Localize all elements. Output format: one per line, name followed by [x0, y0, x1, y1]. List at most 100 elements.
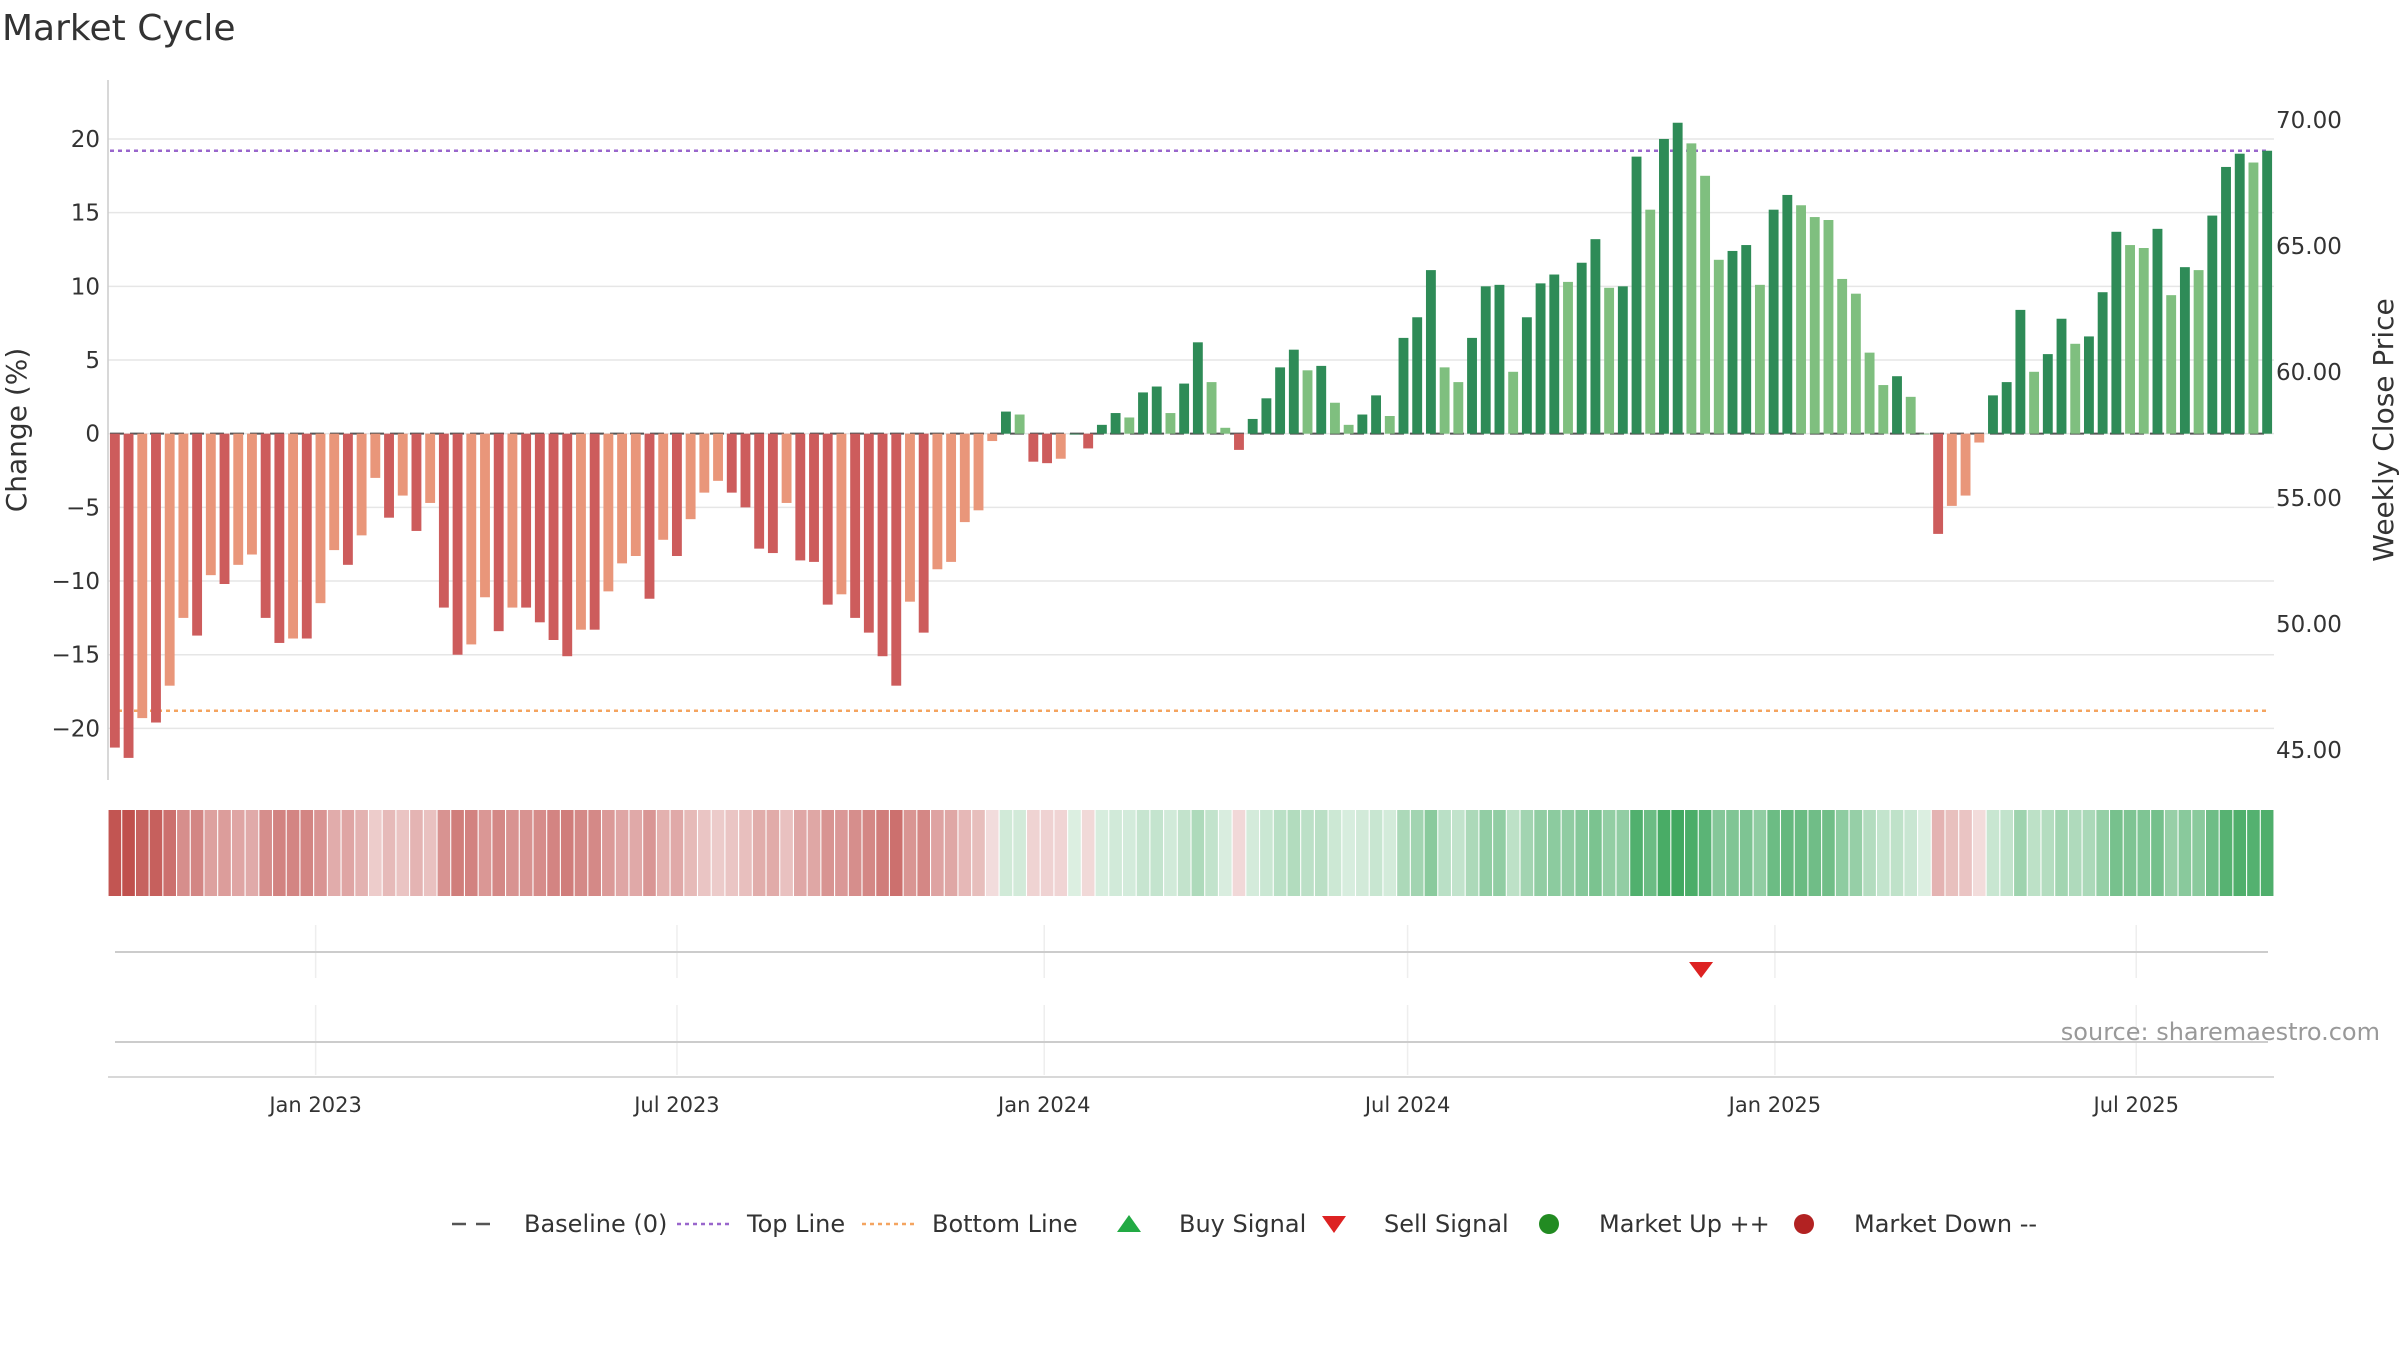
- change-bar: [1275, 367, 1286, 434]
- change-bar: [809, 433, 819, 562]
- change-bar: [247, 433, 257, 555]
- change-bar: [630, 433, 641, 556]
- heat-cell: [1726, 810, 1739, 896]
- heat-cell: [314, 810, 327, 896]
- change-bar: [2248, 162, 2259, 434]
- change-bar: [164, 433, 175, 686]
- change-bar: [1741, 245, 1752, 434]
- legend-label: Baseline (0): [524, 1210, 667, 1238]
- heat-cell: [327, 810, 341, 896]
- heat-cell: [245, 810, 259, 896]
- heat-cell: [122, 810, 135, 896]
- change-bar: [123, 433, 134, 758]
- heat-cell: [876, 810, 889, 896]
- change-bar: [1467, 337, 1477, 434]
- heat-cell: [848, 810, 862, 896]
- change-bar: [1659, 138, 1669, 434]
- change-bar: [699, 433, 710, 493]
- change-bar: [603, 433, 614, 592]
- y-axis-left: −20 −15 −10 −5 0 5 10 15 20: [51, 80, 109, 780]
- change-bar: [959, 433, 970, 523]
- heat-cell: [1794, 810, 1808, 896]
- change-bar: [178, 433, 189, 618]
- heat-cell: [670, 810, 684, 896]
- change-bar: [671, 433, 682, 556]
- change-bar: [342, 433, 353, 565]
- change-bar: [987, 433, 998, 442]
- change-bar: [863, 433, 874, 633]
- change-bar: [1960, 433, 1971, 496]
- heat-cell: [1630, 810, 1643, 896]
- change-bar: [438, 433, 449, 608]
- change-bar: [2262, 150, 2273, 434]
- change-bar: [1796, 205, 1806, 434]
- change-bar: [1357, 414, 1368, 434]
- change-bar: [507, 433, 518, 608]
- change-bar: [137, 433, 148, 719]
- heat-cell: [1547, 810, 1561, 896]
- heat-cell: [464, 810, 478, 896]
- change-bar: [1083, 433, 1094, 449]
- x-tick-label: Jul 2023: [632, 1093, 719, 1117]
- change-bar: [1453, 382, 1464, 434]
- heat-cell: [2110, 810, 2123, 896]
- heat-cell: [1753, 810, 1767, 896]
- heat-cell: [2137, 810, 2151, 896]
- heat-cell: [519, 810, 533, 896]
- change-bar: [1206, 382, 1217, 434]
- change-bar: [1508, 371, 1519, 434]
- change-bar: [521, 433, 532, 608]
- change-bar: [1864, 352, 1875, 434]
- change-bars: [109, 122, 2273, 758]
- heat-cell: [1164, 810, 1177, 896]
- heat-cell: [684, 810, 697, 896]
- heat-cell: [2219, 810, 2233, 896]
- change-bar: [1645, 209, 1656, 434]
- change-bar: [452, 433, 463, 655]
- heat-cell: [547, 810, 560, 896]
- change-bar: [534, 433, 545, 623]
- heat-cell: [369, 810, 382, 896]
- y-tick-label: −15: [51, 643, 100, 669]
- heat-cell: [999, 810, 1013, 896]
- heat-cell: [656, 810, 670, 896]
- change-bar: [1590, 239, 1601, 434]
- change-bar: [905, 433, 915, 602]
- change-bar: [1371, 395, 1382, 434]
- change-bar: [1165, 413, 1176, 434]
- heat-cell: [177, 810, 190, 896]
- heat-cell: [835, 810, 848, 896]
- change-bar: [2166, 295, 2177, 434]
- heat-cell: [917, 810, 930, 896]
- heat-cell: [1616, 810, 1630, 896]
- change-bar: [1110, 413, 1121, 434]
- change-bar: [1905, 396, 1916, 434]
- change-bar: [1069, 433, 1080, 435]
- y-axis-right-title: Weekly Close Price: [2367, 298, 2400, 561]
- y-tick-label: 5: [85, 348, 100, 374]
- heat-cell: [931, 810, 944, 896]
- heat-cell: [1849, 810, 1863, 896]
- heat-cell: [1218, 810, 1232, 896]
- change-bar: [1042, 433, 1052, 464]
- change-bar: [850, 433, 861, 618]
- change-bar: [877, 433, 888, 657]
- x-tick-label: Jan 2024: [996, 1093, 1091, 1117]
- heat-cell: [2206, 810, 2219, 896]
- x-tick-label: Jul 2025: [2092, 1093, 2179, 1117]
- change-bar: [109, 433, 120, 748]
- heat-cell: [2068, 810, 2082, 896]
- heat-cell: [1136, 810, 1150, 896]
- heat-cell: [958, 810, 972, 896]
- heat-cell: [1314, 810, 1328, 896]
- change-bar: [2125, 245, 2135, 434]
- change-bar: [932, 433, 943, 570]
- change-bar: [192, 433, 203, 636]
- heat-cell: [1150, 810, 1164, 896]
- legend: Baseline (0) Top Line Bottom Line Buy Signa…: [452, 1210, 2037, 1238]
- change-bar: [1672, 122, 1683, 434]
- heat-cell: [355, 810, 368, 896]
- change-bar: [836, 433, 847, 595]
- change-bar: [2193, 270, 2204, 434]
